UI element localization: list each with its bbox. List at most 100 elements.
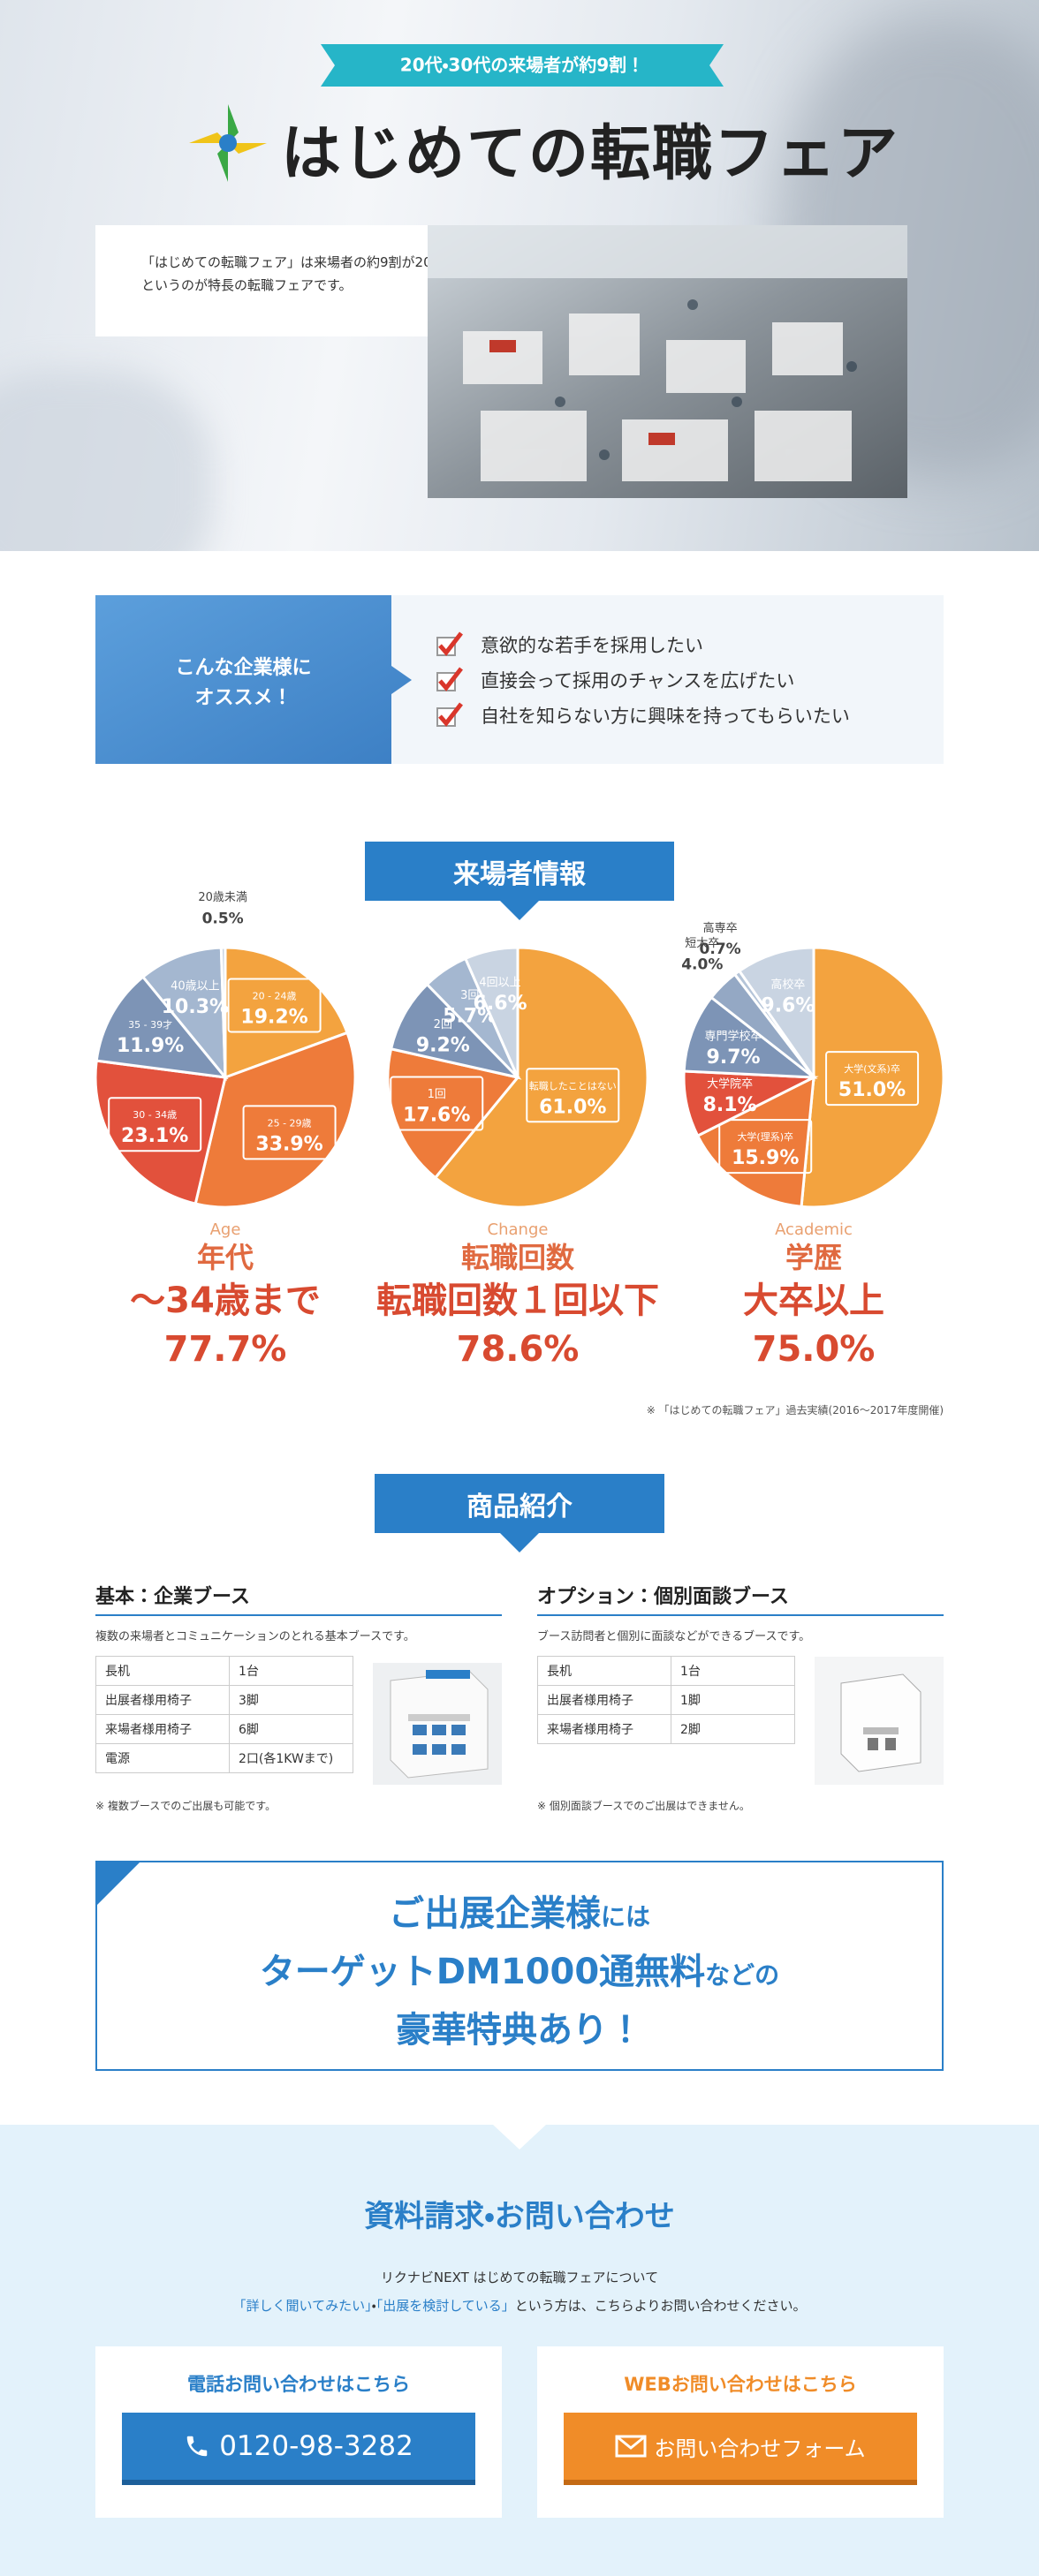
spec-row: 長机 1台: [95, 1656, 353, 1686]
spec-cell: 出展者様用椅子: [95, 1685, 230, 1715]
label-box: [227, 978, 322, 1033]
spec-cell: 2脚: [671, 1714, 795, 1744]
benefit-part: 豪華特典あり！: [396, 2010, 643, 2051]
slice-value: 33.9%: [255, 1133, 322, 1155]
product-desc: 複数の来場者とコミュニケーションのとれる基本ブースです。: [95, 1630, 415, 1643]
caption: 学歴: [785, 1241, 842, 1274]
detail-part: 「出展を検討している」: [375, 2298, 515, 2314]
slice-name: 大学(文系)卒: [844, 1062, 900, 1075]
detail-part: ・: [371, 2298, 376, 2314]
slice-name: 大学(理系)卒: [737, 1130, 793, 1143]
spec-cell: 6脚: [229, 1714, 353, 1744]
slice-name: 1回: [428, 1088, 446, 1101]
hero-desc: 「はじめての転職フェア」は来場者の約9割が20～30代 というのが特長の転職フェ…: [141, 251, 475, 297]
caption-en: Academic: [775, 1220, 853, 1239]
logo-icon: [189, 104, 267, 182]
label-box: [390, 1076, 484, 1131]
form-button[interactable]: お問い合わせフォーム: [564, 2413, 917, 2485]
slice-value: 9.6%: [761, 994, 815, 1016]
pie-slice: [800, 946, 945, 1209]
spec-cell: 出展者様用椅子: [537, 1685, 671, 1715]
slice-value: 17.6%: [403, 1105, 470, 1127]
slice-name: 高専卒: [703, 921, 738, 935]
slice-value: 23.1%: [121, 1125, 188, 1147]
spec-row: 出展者様用椅子 3脚: [95, 1685, 353, 1715]
highlight: 大卒以上: [743, 1280, 884, 1321]
pie-chart: 20 - 24歳 19.2% 25 - 29歳 33.9% 30 - 34歳 23.1% 3…: [94, 891, 357, 1209]
chart-caption: Change 転職回数 転職回数１回以下 78.6%: [341, 1220, 694, 1373]
corner: [95, 1861, 141, 1907]
benefit-box: [95, 1861, 944, 2071]
desc-line: というのが特長の転職フェアです。: [141, 277, 353, 293]
highlight: ～34歳まで: [130, 1280, 321, 1321]
heading-line: オススメ！: [194, 687, 292, 709]
slice-name: 20 - 24歳: [253, 990, 297, 1001]
slice-name: 高校卒: [770, 978, 805, 992]
recommend-panel: [391, 595, 944, 764]
ribbon-text: 20代・30代の来場者が約9割！: [400, 55, 644, 76]
slice-value: 9.7%: [707, 1046, 761, 1069]
product-note: ※ 複数ブースでのご出展も可能です。: [95, 1800, 277, 1812]
pie-slice: [682, 995, 818, 1079]
product-title: 基本：企業ブース: [95, 1581, 502, 1616]
pie-slice: [463, 946, 520, 1078]
pie-slice: [193, 1031, 357, 1209]
slice-value: 0.7%: [700, 941, 741, 958]
spec-table: 長机 1台 出展者様用椅子 3脚 来場者様用椅子 6脚 電源 2口(各1KWまで): [95, 1656, 353, 1773]
slice-value: 10.3%: [162, 996, 229, 1018]
benefit-part: ターゲットDM1000通無料: [259, 1952, 706, 1992]
spec-cell: 3脚: [229, 1685, 353, 1715]
slice-value: 19.2%: [240, 1006, 307, 1028]
button-label: お問い合わせフォーム: [654, 2436, 866, 2461]
card-title: WEBお問い合わせはこちら: [624, 2374, 857, 2395]
spec-cell: 来場者様用椅子: [537, 1714, 671, 1744]
phone-button[interactable]: 0120-98-3282: [122, 2413, 475, 2485]
spec-cell: 1脚: [671, 1685, 795, 1715]
note: ※ 「はじめての転職フェア」過去実績(2016～2017年度開催): [646, 1404, 944, 1416]
ribbon: 20代・30代の来場者が約9割！: [321, 44, 724, 87]
slice-value: 0.5%: [202, 910, 244, 928]
product: オプション：個別面談ブース ブース訪問者と個別に面談などができるブースです。 長机 1…: [537, 1581, 944, 1812]
product-note: ※ 個別面談ブースでのご出展はできません。: [537, 1800, 750, 1812]
highlight: 転職回数１回以下: [376, 1280, 659, 1321]
slice-value: 61.0%: [539, 1096, 606, 1118]
spec-cell: 長机: [537, 1656, 671, 1686]
label-box: [108, 1097, 202, 1152]
caption: 転職回数: [460, 1241, 574, 1274]
notch: [493, 2125, 546, 2149]
slice-value: 4.0%: [681, 956, 723, 974]
slice-name: 大学院卒: [707, 1077, 753, 1092]
check-mark: [438, 631, 463, 656]
heading-line: こんな企業様に: [175, 657, 312, 679]
label-box: [242, 1105, 337, 1160]
spec-cell: 長机: [95, 1656, 230, 1686]
highlight-value: 75.0%: [752, 1329, 876, 1370]
check-item: 直接会って採用のチャンスを広げたい: [435, 665, 794, 695]
charts: 20 - 24歳 19.2% 25 - 29歳 33.9% 30 - 34歳 23.1% 3…: [0, 891, 1039, 1395]
spec-row: 来場者様用椅子 2脚: [537, 1714, 795, 1744]
check-mark: [438, 667, 463, 691]
slice-name: 3回: [460, 989, 479, 1002]
label-box: [825, 1051, 920, 1107]
spec-row: 出展者様用椅子 1脚: [537, 1685, 795, 1715]
pie-slice: [433, 946, 649, 1209]
check-mark: [438, 702, 463, 727]
slice-name: 25 - 29歳: [268, 1117, 312, 1129]
contact-heading: 資料請求・お問い合わせ: [364, 2199, 675, 2234]
pie-chart: 大学(文系)卒 51.0% 大学(理系)卒 15.9% 大学院卒 8.1% 専門学校卒 9.7…: [681, 921, 945, 1209]
slice-name: 40歳以上: [171, 980, 220, 993]
slice-name: 2回: [434, 1018, 452, 1031]
pie-slice: [140, 946, 227, 1082]
recommend-heading: こんな企業様に オススメ！: [95, 653, 391, 714]
check-item: 自社を知らない方に興味を持ってもらいたい: [435, 700, 850, 730]
highlight-value: 78.6%: [456, 1329, 580, 1370]
spec-cell: 1台: [671, 1656, 795, 1686]
slice-value: 15.9%: [732, 1147, 799, 1169]
spec-row: 長机 1台: [537, 1656, 795, 1686]
booth-image: [373, 1663, 502, 1785]
pie-slice: [389, 982, 522, 1080]
hero-title: はじめての転職フェア: [281, 119, 900, 189]
chart-caption: Academic 学歴大卒以上 75.0%: [637, 1220, 990, 1373]
check-text: 自社を知らない方に興味を持ってもらいたい: [481, 706, 850, 727]
